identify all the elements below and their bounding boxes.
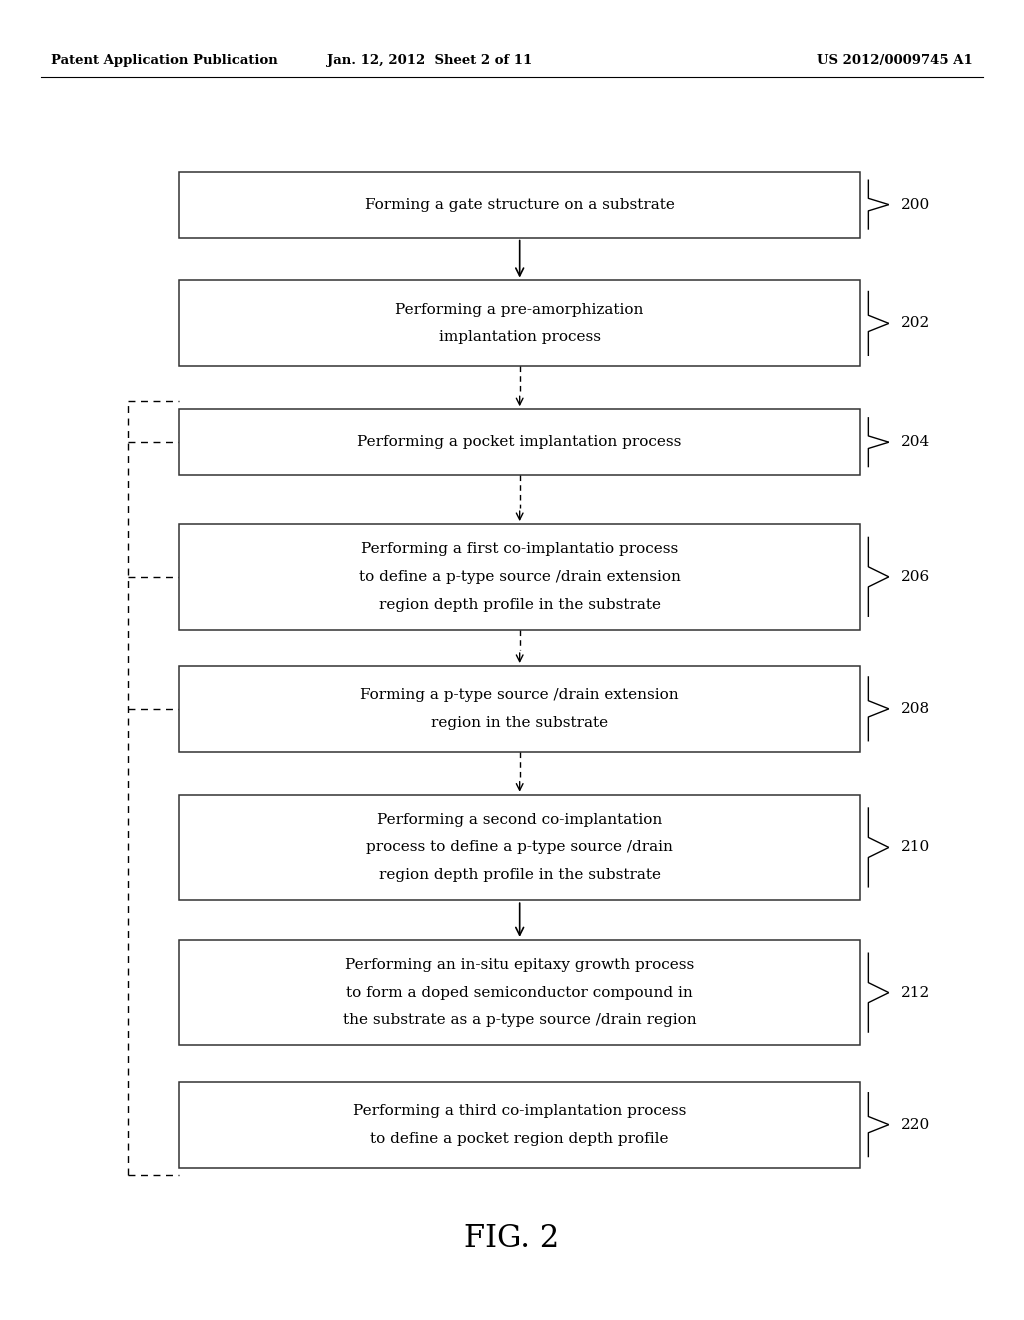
Bar xyxy=(179,280,860,366)
Bar xyxy=(179,172,860,238)
Text: to form a doped semiconductor compound in: to form a doped semiconductor compound i… xyxy=(346,986,693,999)
Text: Performing a pre-amorphization: Performing a pre-amorphization xyxy=(395,302,644,317)
Text: Performing an in-situ epitaxy growth process: Performing an in-situ epitaxy growth pro… xyxy=(345,958,694,972)
Text: process to define a p-type source /drain: process to define a p-type source /drain xyxy=(367,841,673,854)
Text: region depth profile in the substrate: region depth profile in the substrate xyxy=(379,598,660,611)
Text: FIG. 2: FIG. 2 xyxy=(464,1222,560,1254)
Bar xyxy=(179,795,860,900)
Text: US 2012/0009745 A1: US 2012/0009745 A1 xyxy=(817,54,973,67)
Text: Jan. 12, 2012  Sheet 2 of 11: Jan. 12, 2012 Sheet 2 of 11 xyxy=(328,54,532,67)
Text: 202: 202 xyxy=(901,317,931,330)
Text: Forming a gate structure on a substrate: Forming a gate structure on a substrate xyxy=(365,198,675,211)
Bar xyxy=(179,667,860,752)
Text: 206: 206 xyxy=(901,570,931,583)
Text: 220: 220 xyxy=(901,1118,931,1131)
Bar xyxy=(179,1082,860,1168)
Text: 208: 208 xyxy=(901,702,930,715)
Text: Forming a p-type source /drain extension: Forming a p-type source /drain extension xyxy=(360,688,679,702)
Text: Performing a pocket implantation process: Performing a pocket implantation process xyxy=(357,436,682,449)
Text: region depth profile in the substrate: region depth profile in the substrate xyxy=(379,869,660,882)
Text: Patent Application Publication: Patent Application Publication xyxy=(51,54,278,67)
Text: to define a pocket region depth profile: to define a pocket region depth profile xyxy=(371,1131,669,1146)
Text: the substrate as a p-type source /drain region: the substrate as a p-type source /drain … xyxy=(343,1014,696,1027)
Text: 212: 212 xyxy=(901,986,931,999)
Text: implantation process: implantation process xyxy=(438,330,601,345)
Text: 200: 200 xyxy=(901,198,931,211)
Text: region in the substrate: region in the substrate xyxy=(431,715,608,730)
Text: Performing a second co-implantation: Performing a second co-implantation xyxy=(377,813,663,826)
Bar xyxy=(179,940,860,1045)
Bar xyxy=(179,409,860,475)
Text: 210: 210 xyxy=(901,841,931,854)
Text: Performing a first co-implantatio process: Performing a first co-implantatio proces… xyxy=(361,543,678,556)
Text: to define a p-type source /drain extension: to define a p-type source /drain extensi… xyxy=(358,570,681,583)
Bar xyxy=(179,524,860,630)
Text: 204: 204 xyxy=(901,436,931,449)
Text: Performing a third co-implantation process: Performing a third co-implantation proce… xyxy=(353,1104,686,1118)
